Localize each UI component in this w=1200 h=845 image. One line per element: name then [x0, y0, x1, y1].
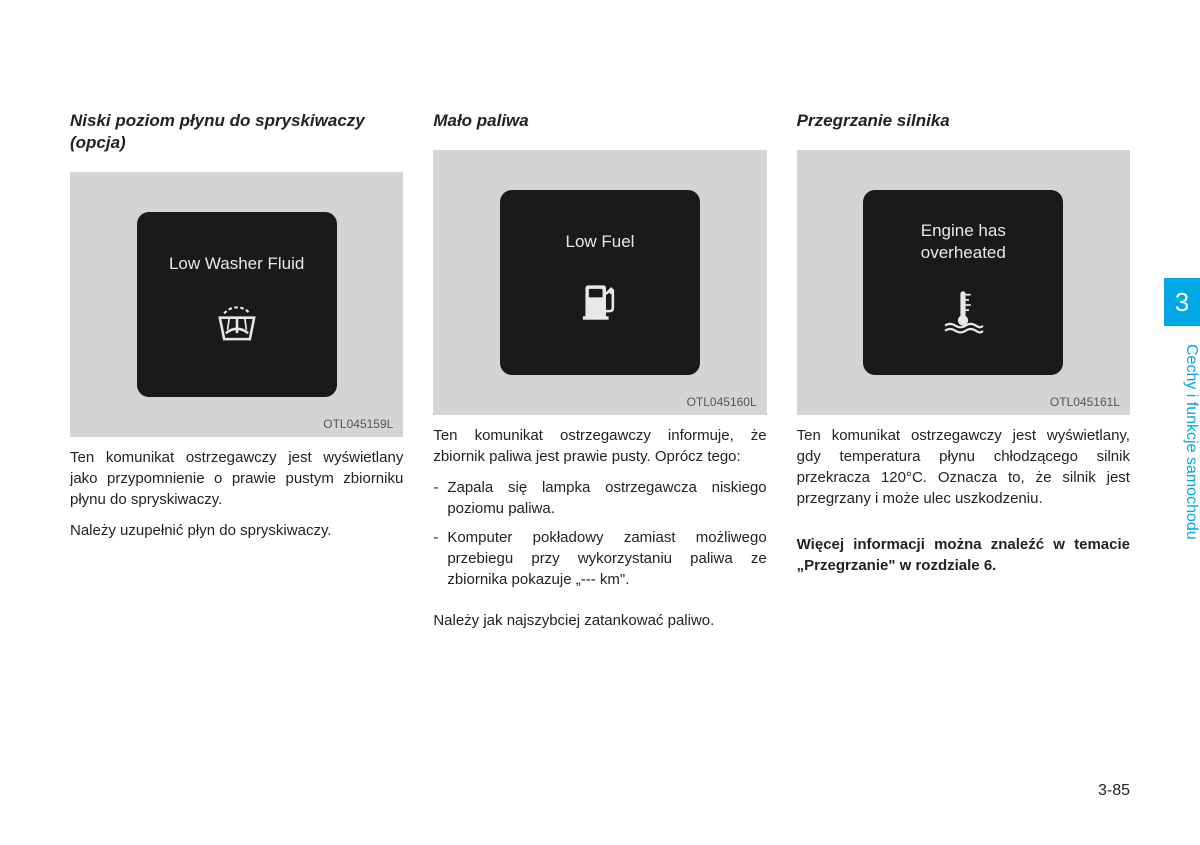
display-panel-overheat: Engine has overheated OTL045161L: [797, 150, 1130, 415]
image-reference: OTL045159L: [323, 417, 393, 431]
temperature-icon: [928, 276, 998, 346]
list-item: Komputer pokładowy zamiast możliwego prz…: [433, 527, 766, 590]
section-title: Niski poziom płynu do spryskiwaczy (opcj…: [70, 110, 403, 154]
fuel-pump-icon: [565, 265, 635, 335]
body-paragraph: Ten komunikat ostrzegawczy jest wyświetl…: [70, 447, 403, 510]
chapter-tab: 3 Cechy i funkcje samochodu: [1164, 278, 1200, 546]
display-panel-washer: Low Washer Fluid OTL045159L: [70, 172, 403, 437]
body-paragraph: Należy jak najszybciej zatankować paliwo…: [433, 610, 766, 631]
image-reference: OTL045160L: [687, 395, 757, 409]
page-number: 3-85: [1098, 782, 1130, 800]
display-screen: Low Fuel: [500, 190, 700, 375]
chapter-number: 3: [1164, 278, 1200, 326]
body-paragraph: Ten komunikat ostrzegawczy jest wyświetl…: [797, 425, 1130, 509]
body-paragraph: Ten komunikat ostrzegawczy informuje, że…: [433, 425, 766, 467]
screen-text: Low Fuel: [565, 231, 634, 253]
column-overheat: Przegrzanie silnika Engine has overheate…: [797, 110, 1130, 641]
display-screen: Low Washer Fluid: [137, 212, 337, 397]
page-content: Niski poziom płynu do spryskiwaczy (opcj…: [0, 0, 1200, 681]
column-low-fuel: Mało paliwa Low Fuel OTL045160L Ten komu…: [433, 110, 766, 641]
display-screen: Engine has overheated: [863, 190, 1063, 375]
body-paragraph: Należy uzupełnić płyn do spryskiwaczy.: [70, 520, 403, 541]
screen-text: Low Washer Fluid: [169, 253, 304, 275]
image-reference: OTL045161L: [1050, 395, 1120, 409]
display-panel-fuel: Low Fuel OTL045160L: [433, 150, 766, 415]
section-title: Przegrzanie silnika: [797, 110, 1130, 132]
list-item: Zapala się lampka ostrzegawcza niskiego …: [433, 477, 766, 519]
chapter-label: Cechy i funkcje samochodu: [1164, 326, 1200, 546]
screen-text: Engine has overheated: [878, 220, 1048, 264]
column-washer-fluid: Niski poziom płynu do spryskiwaczy (opcj…: [70, 110, 403, 641]
washer-fluid-icon: [202, 287, 272, 357]
section-title: Mało paliwa: [433, 110, 766, 132]
bold-note: Więcej informacji można znaleźć w temaci…: [797, 534, 1130, 576]
